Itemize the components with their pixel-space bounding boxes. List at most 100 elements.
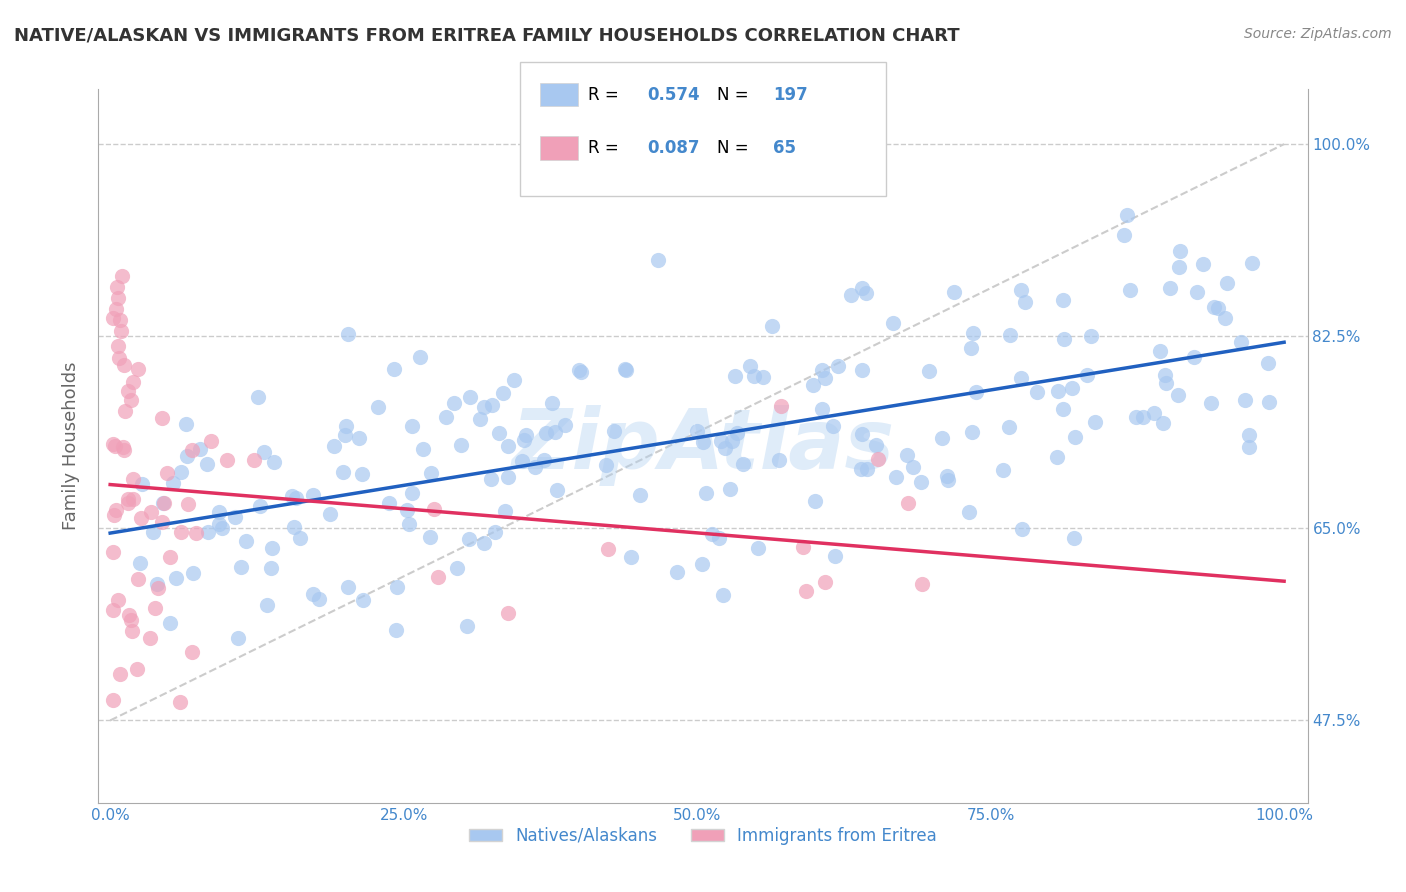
Point — [481, 472, 503, 486]
Point — [936, 473, 959, 487]
Point — [619, 550, 641, 565]
Point — [824, 549, 846, 564]
Text: R =: R = — [588, 86, 624, 103]
Point — [107, 593, 129, 607]
Point — [686, 424, 709, 438]
Point — [596, 541, 619, 556]
Point — [101, 693, 124, 707]
Point — [302, 487, 325, 501]
Point — [1204, 301, 1226, 315]
Point — [1154, 376, 1177, 390]
Point — [761, 319, 783, 334]
Point — [567, 363, 589, 377]
Point — [811, 363, 834, 377]
Point — [117, 384, 139, 398]
Point — [260, 541, 283, 555]
Point — [665, 565, 688, 579]
Point — [122, 375, 145, 389]
Point — [804, 493, 827, 508]
Point — [710, 434, 733, 448]
Point — [186, 526, 208, 541]
Point — [692, 435, 714, 450]
Point — [910, 475, 932, 489]
Point — [1216, 277, 1239, 291]
Point — [129, 511, 152, 525]
Point — [492, 385, 515, 400]
Point — [139, 505, 162, 519]
Point — [378, 496, 401, 510]
Point — [725, 426, 748, 441]
Point — [855, 285, 877, 300]
Point — [190, 442, 212, 456]
Point — [503, 373, 526, 387]
Point — [1239, 441, 1261, 455]
Point — [352, 467, 374, 482]
Point — [1167, 387, 1189, 401]
Point — [814, 575, 837, 590]
Point — [747, 541, 769, 555]
Point — [851, 281, 873, 295]
Point — [107, 339, 129, 353]
Point — [711, 588, 734, 602]
Point — [901, 460, 924, 475]
Point — [142, 524, 165, 539]
Point — [865, 438, 887, 452]
Point — [108, 312, 131, 326]
Point — [146, 577, 169, 591]
Point — [1026, 384, 1049, 399]
Point — [146, 581, 169, 595]
Point — [401, 485, 423, 500]
Point — [263, 455, 285, 469]
Point — [917, 364, 939, 378]
Point — [1063, 532, 1085, 546]
Point — [104, 439, 127, 453]
Point — [827, 359, 849, 373]
Point — [856, 462, 879, 476]
Point — [165, 571, 187, 585]
Point — [308, 591, 330, 606]
Point — [851, 363, 873, 377]
Point — [401, 418, 423, 433]
Point — [249, 499, 271, 513]
Point — [1010, 371, 1032, 385]
Point — [153, 496, 176, 510]
Point — [569, 365, 592, 379]
Point — [821, 419, 844, 434]
Point — [595, 458, 617, 472]
Point — [398, 516, 420, 531]
Point — [965, 384, 987, 399]
Point — [496, 470, 519, 484]
Point — [1257, 356, 1279, 370]
Point — [721, 434, 744, 448]
Point — [814, 371, 837, 385]
Point — [395, 503, 418, 517]
Point — [117, 496, 139, 510]
Point — [456, 619, 478, 633]
Point — [235, 534, 257, 549]
Point — [169, 695, 191, 709]
Point — [120, 613, 142, 627]
Point — [991, 463, 1014, 477]
Text: Source: ZipAtlas.com: Source: ZipAtlas.com — [1244, 27, 1392, 41]
Point — [253, 445, 276, 459]
Point — [897, 495, 920, 509]
Point — [420, 466, 443, 480]
Point — [200, 434, 222, 448]
Point — [1112, 227, 1135, 242]
Point — [481, 398, 503, 412]
Text: 0.574: 0.574 — [647, 86, 699, 103]
Point — [127, 662, 149, 676]
Point — [896, 449, 918, 463]
Point — [768, 453, 790, 467]
Point — [700, 527, 723, 541]
Point — [103, 508, 125, 523]
Point — [385, 580, 408, 594]
Point — [943, 285, 966, 300]
Point — [1084, 415, 1107, 429]
Point — [554, 418, 576, 433]
Point — [121, 624, 143, 639]
Point — [385, 623, 408, 637]
Point — [1115, 208, 1137, 222]
Point — [488, 425, 510, 440]
Point — [127, 573, 149, 587]
